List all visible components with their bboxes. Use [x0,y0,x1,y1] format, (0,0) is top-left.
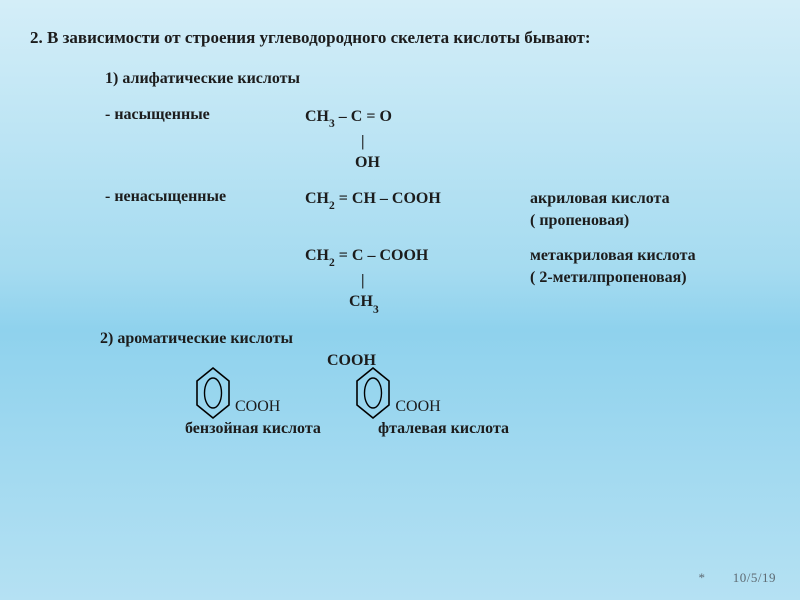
phthalic-caption: фталевая кислота [378,420,509,438]
slide-footer: 10/5/19 [733,570,776,586]
unsat1-name: акриловая кислота ( пропеновая) [530,188,670,231]
footer-date: 10/5/19 [733,570,776,585]
section1-heading: 1) алифатические кислоты [105,70,778,88]
benzoic-caption: бензойная кислота [185,420,360,438]
saturated-row: - насыщенные СН3 – С = О | ОН [105,106,778,174]
benzoic-structure: СООН [195,366,280,420]
phthalic-side-cooh: СООН [395,398,440,416]
benzoic-cooh: СООН [235,398,280,416]
benzene-ring-icon [195,366,231,420]
section2-heading: 2) ароматические кислоты [100,330,778,348]
unsat2-name: метакриловая кислота ( 2-метилпропеновая… [530,245,696,288]
footer-page: * [699,570,706,586]
saturated-formula: СН3 – С = О | ОН [305,106,530,174]
unsat1-formula: СН2 = СН – СООН [305,188,530,213]
saturated-label: - насыщенные [105,106,305,124]
benzene-captions: бензойная кислота фталевая кислота [185,420,778,438]
unsat1-row: - ненасыщенные СН2 = СН – СООН акриловая… [105,188,778,231]
slide-title: 2. В зависимости от строения углеводород… [30,28,778,48]
unsat2-formula: СН2 = С – СООН | СН3 [305,245,530,316]
unsat2-name-l2: ( 2-метилпропеновая) [530,267,696,289]
unsat1-label: - ненасыщенные [105,188,305,206]
unsat1-name-l1: акриловая кислота [530,188,670,210]
unsat2-name-l1: метакриловая кислота [530,245,696,267]
unsat2-row: СН2 = С – СООН | СН3 метакриловая кислот… [105,245,778,316]
unsat1-name-l2: ( пропеновая) [530,210,670,232]
benzene-ring-icon [355,366,391,420]
benzene-structures: СООН СООН [195,366,778,420]
phthalic-structure: СООН [355,366,440,420]
